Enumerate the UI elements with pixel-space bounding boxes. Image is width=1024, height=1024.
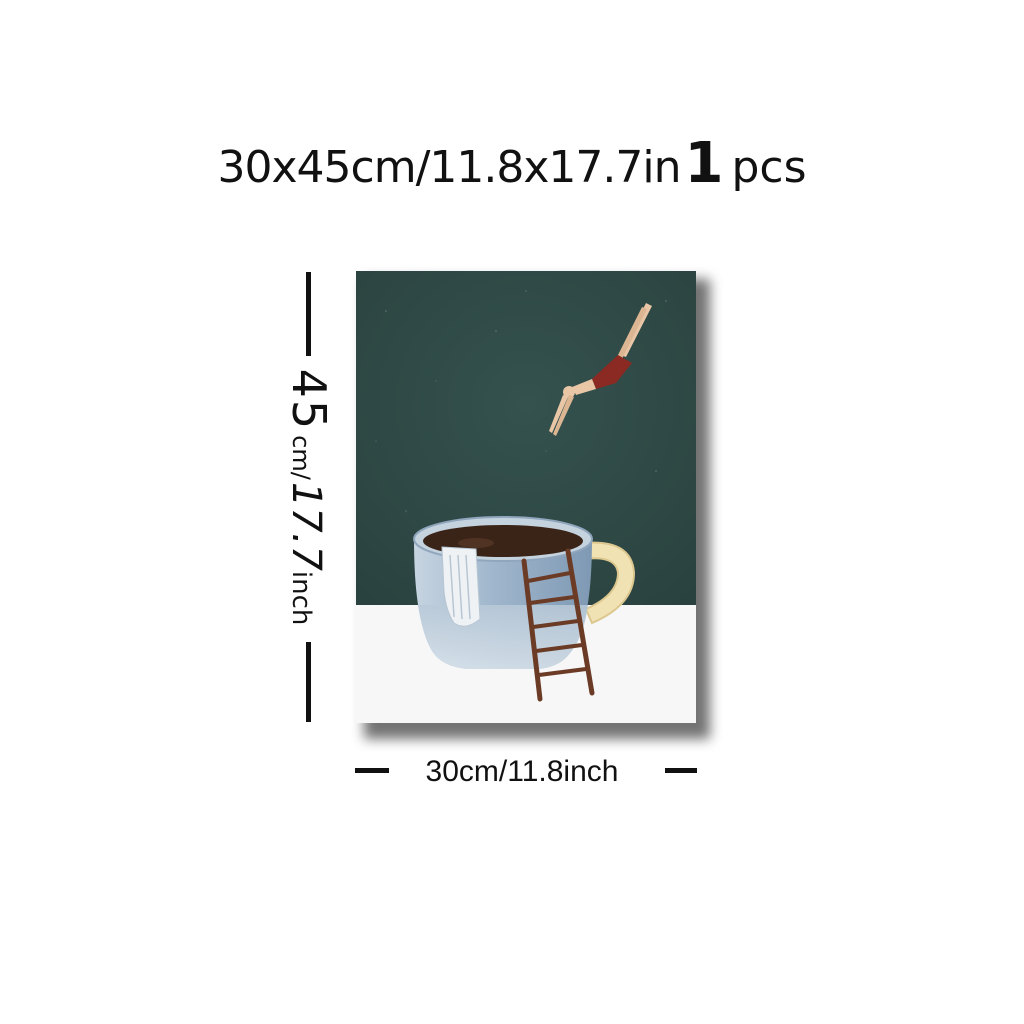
size-dimensions: 30x45cm/11.8x17.7in <box>217 142 682 193</box>
width-label: 30cm/11.8inch <box>425 755 619 788</box>
height-cm-unit: cm/ <box>287 435 315 480</box>
diver-figure <box>549 303 652 436</box>
product-size-headline: 30x45cm/11.8x17.7in1 pcs <box>0 136 1024 192</box>
ladder <box>521 548 595 702</box>
piece-quantity: 1 <box>684 131 724 196</box>
piece-unit: pcs <box>731 142 807 193</box>
width-marker-right-line <box>665 768 697 773</box>
width-marker-left-line <box>355 768 389 773</box>
height-label: 45 cm/17.7inch <box>282 368 336 626</box>
diver-jumping-into-coffee-cup-icon <box>356 271 696 723</box>
height-inch-value: 17.7 <box>283 481 329 571</box>
height-marker-bottom-line <box>306 642 311 722</box>
towel-draped <box>441 546 481 627</box>
poster-artwork <box>356 271 696 723</box>
height-cm-value: 45 <box>282 368 336 432</box>
height-marker-top-line <box>306 272 311 356</box>
height-inch-unit: inch <box>286 570 316 626</box>
cup-handle <box>583 541 636 625</box>
